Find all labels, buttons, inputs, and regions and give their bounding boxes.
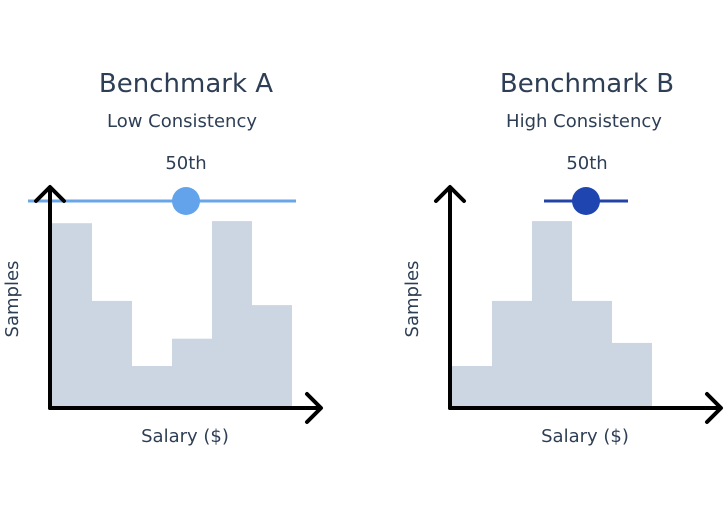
bar	[452, 366, 492, 408]
percentile-range	[28, 187, 296, 215]
median-marker	[172, 187, 200, 215]
percentile-range	[544, 187, 628, 215]
y-axis-arrowhead	[34, 185, 66, 203]
chart-title: Benchmark A	[99, 69, 273, 99]
bar	[52, 223, 92, 408]
bar	[252, 305, 292, 408]
x-axis-label: Salary ($)	[141, 426, 229, 447]
percentile-label: 50th	[566, 153, 607, 174]
bars-group	[452, 221, 652, 408]
y-axis-label: Samples	[402, 261, 423, 338]
chart-panel-benchmark-a: Benchmark A Low Consistency 50th Samples…	[2, 69, 323, 447]
bar	[92, 300, 132, 408]
axes	[34, 185, 323, 424]
chart-subtitle: Low Consistency	[107, 111, 257, 132]
bar	[212, 221, 252, 408]
percentile-label: 50th	[165, 153, 206, 174]
y-axis-arrowhead	[434, 185, 466, 203]
bar	[532, 221, 572, 408]
chart-subtitle: High Consistency	[506, 111, 662, 132]
x-axis-label: Salary ($)	[541, 426, 629, 447]
y-axis-label: Samples	[2, 261, 23, 338]
x-axis-arrowhead	[305, 392, 323, 424]
median-marker	[572, 187, 600, 215]
x-axis-arrowhead	[705, 392, 723, 424]
bar	[492, 300, 532, 408]
axes	[434, 185, 723, 424]
chart-panel-benchmark-b: Benchmark B High Consistency 50th Sample…	[402, 69, 723, 447]
chart-title: Benchmark B	[500, 69, 674, 99]
bar	[572, 300, 612, 408]
bar	[612, 342, 652, 408]
bar	[132, 366, 172, 408]
bars-group	[52, 221, 292, 408]
bar	[172, 338, 212, 408]
